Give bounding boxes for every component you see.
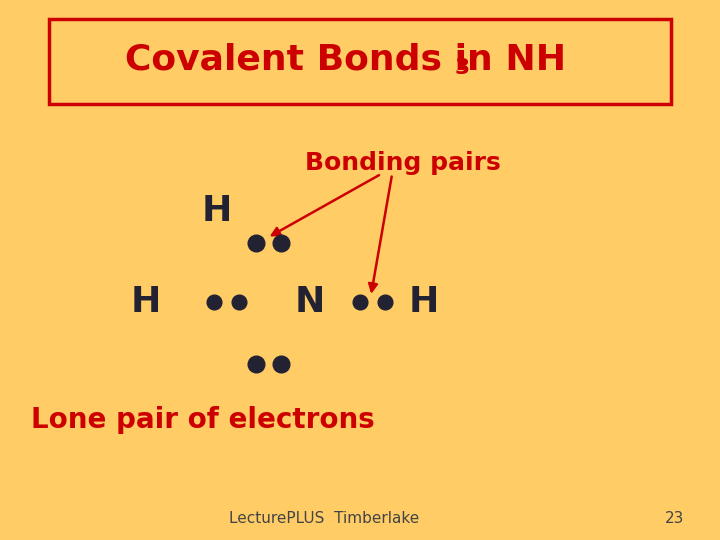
Point: [233, 298, 244, 306]
Point: [354, 298, 366, 306]
Point: [251, 359, 262, 368]
Text: Lone pair of electrons: Lone pair of electrons: [32, 406, 375, 434]
Text: N: N: [294, 285, 325, 319]
Text: H: H: [130, 285, 161, 319]
Point: [251, 239, 262, 248]
Text: H: H: [202, 194, 233, 228]
Text: LecturePLUS  Timberlake: LecturePLUS Timberlake: [229, 511, 420, 526]
FancyBboxPatch shape: [49, 19, 671, 104]
Text: 23: 23: [665, 511, 684, 526]
Text: Bonding pairs: Bonding pairs: [305, 151, 500, 175]
Text: Covalent Bonds in NH: Covalent Bonds in NH: [125, 43, 566, 77]
Point: [208, 298, 220, 306]
Point: [276, 359, 287, 368]
Point: [276, 239, 287, 248]
Point: [379, 298, 391, 306]
Text: 3: 3: [454, 58, 469, 78]
Text: H: H: [409, 285, 439, 319]
